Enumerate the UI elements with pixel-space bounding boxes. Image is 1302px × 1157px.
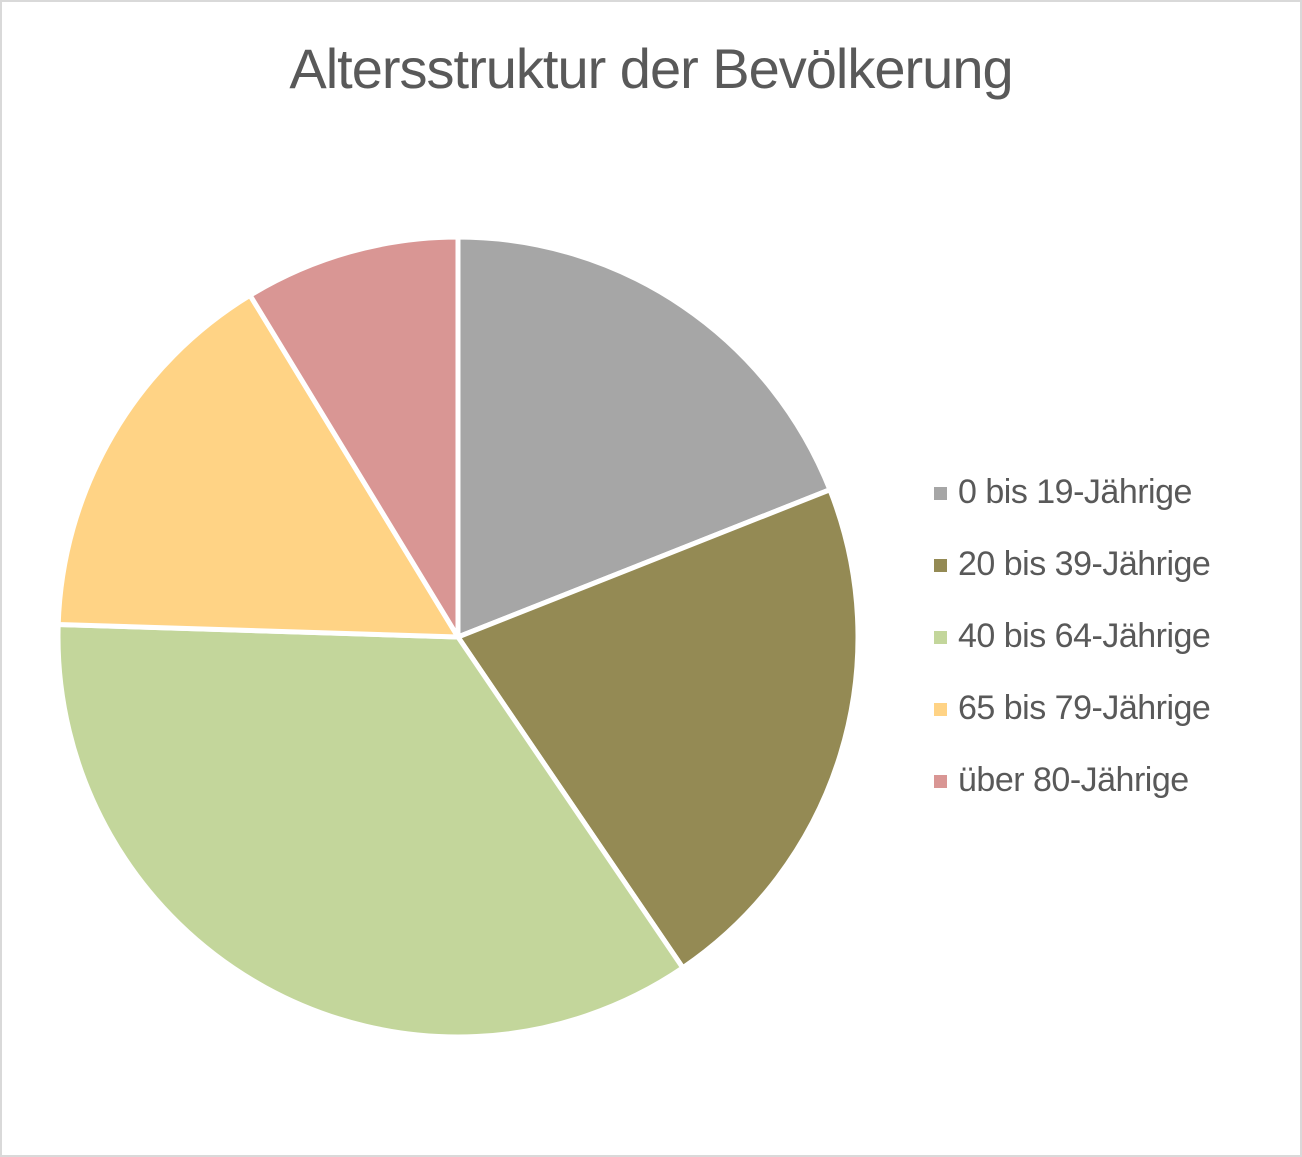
legend-item: über 80-Jährige (934, 760, 1210, 800)
legend-swatch-icon (934, 702, 947, 716)
pie-slice-0 (455, 234, 833, 640)
pie-slice-3 (55, 292, 461, 640)
pie-slice-1 (455, 487, 861, 971)
legend-item: 0 bis 19-Jährige (934, 472, 1210, 512)
legend-label: 0 bis 19-Jährige (958, 472, 1192, 511)
legend-item: 20 bis 39-Jährige (934, 544, 1211, 584)
legend-item: 40 bis 64-Jährige (934, 616, 1211, 656)
legend-label: 40 bis 64-Jährige (958, 616, 1211, 655)
pie-slice-2 (55, 621, 686, 1040)
legend-swatch-icon (934, 558, 947, 572)
legend-label: 65 bis 79-Jährige (958, 688, 1211, 727)
legend-item: 65 bis 79-Jährige (934, 688, 1211, 728)
legend-label: 20 bis 39-Jährige (958, 544, 1211, 583)
pie-slice-4 (247, 234, 461, 640)
chart-title: Altersstruktur der Bevölkerung (289, 37, 1013, 100)
legend-swatch-icon (934, 774, 947, 788)
legend-label: über 80-Jährige (958, 760, 1189, 799)
legend-swatch-icon (934, 630, 947, 644)
pie-slices-group (55, 234, 861, 1040)
legend: 0 bis 19-Jährige 20 bis 39-Jährige 40 bi… (934, 472, 1211, 800)
legend-swatch-icon (934, 486, 947, 500)
